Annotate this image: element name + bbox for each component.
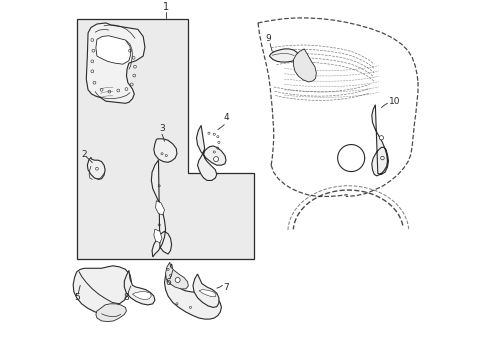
- Polygon shape: [196, 125, 225, 180]
- Polygon shape: [164, 264, 221, 319]
- Circle shape: [175, 278, 180, 283]
- Polygon shape: [87, 157, 105, 179]
- Circle shape: [380, 156, 384, 160]
- Polygon shape: [193, 274, 219, 307]
- Circle shape: [213, 157, 218, 162]
- Polygon shape: [151, 160, 171, 257]
- Text: 5: 5: [74, 293, 80, 302]
- Text: 3: 3: [159, 124, 164, 133]
- Polygon shape: [154, 229, 162, 243]
- Polygon shape: [77, 19, 254, 259]
- Polygon shape: [371, 105, 387, 176]
- Polygon shape: [199, 289, 216, 297]
- Text: 7: 7: [223, 283, 228, 292]
- Polygon shape: [96, 304, 126, 321]
- Text: 10: 10: [387, 97, 399, 106]
- Circle shape: [379, 136, 383, 140]
- Polygon shape: [73, 266, 131, 313]
- Polygon shape: [154, 139, 177, 162]
- Polygon shape: [96, 36, 130, 64]
- Text: 6: 6: [165, 278, 171, 287]
- Text: 8: 8: [123, 293, 129, 302]
- Polygon shape: [165, 262, 188, 289]
- Text: 4: 4: [224, 113, 229, 122]
- Polygon shape: [155, 201, 164, 215]
- Text: 9: 9: [265, 34, 271, 43]
- Polygon shape: [293, 49, 316, 82]
- Polygon shape: [86, 23, 144, 103]
- Text: 1: 1: [162, 1, 168, 12]
- Polygon shape: [269, 49, 297, 62]
- Text: 2: 2: [81, 150, 86, 159]
- Polygon shape: [132, 292, 151, 300]
- Polygon shape: [124, 270, 155, 305]
